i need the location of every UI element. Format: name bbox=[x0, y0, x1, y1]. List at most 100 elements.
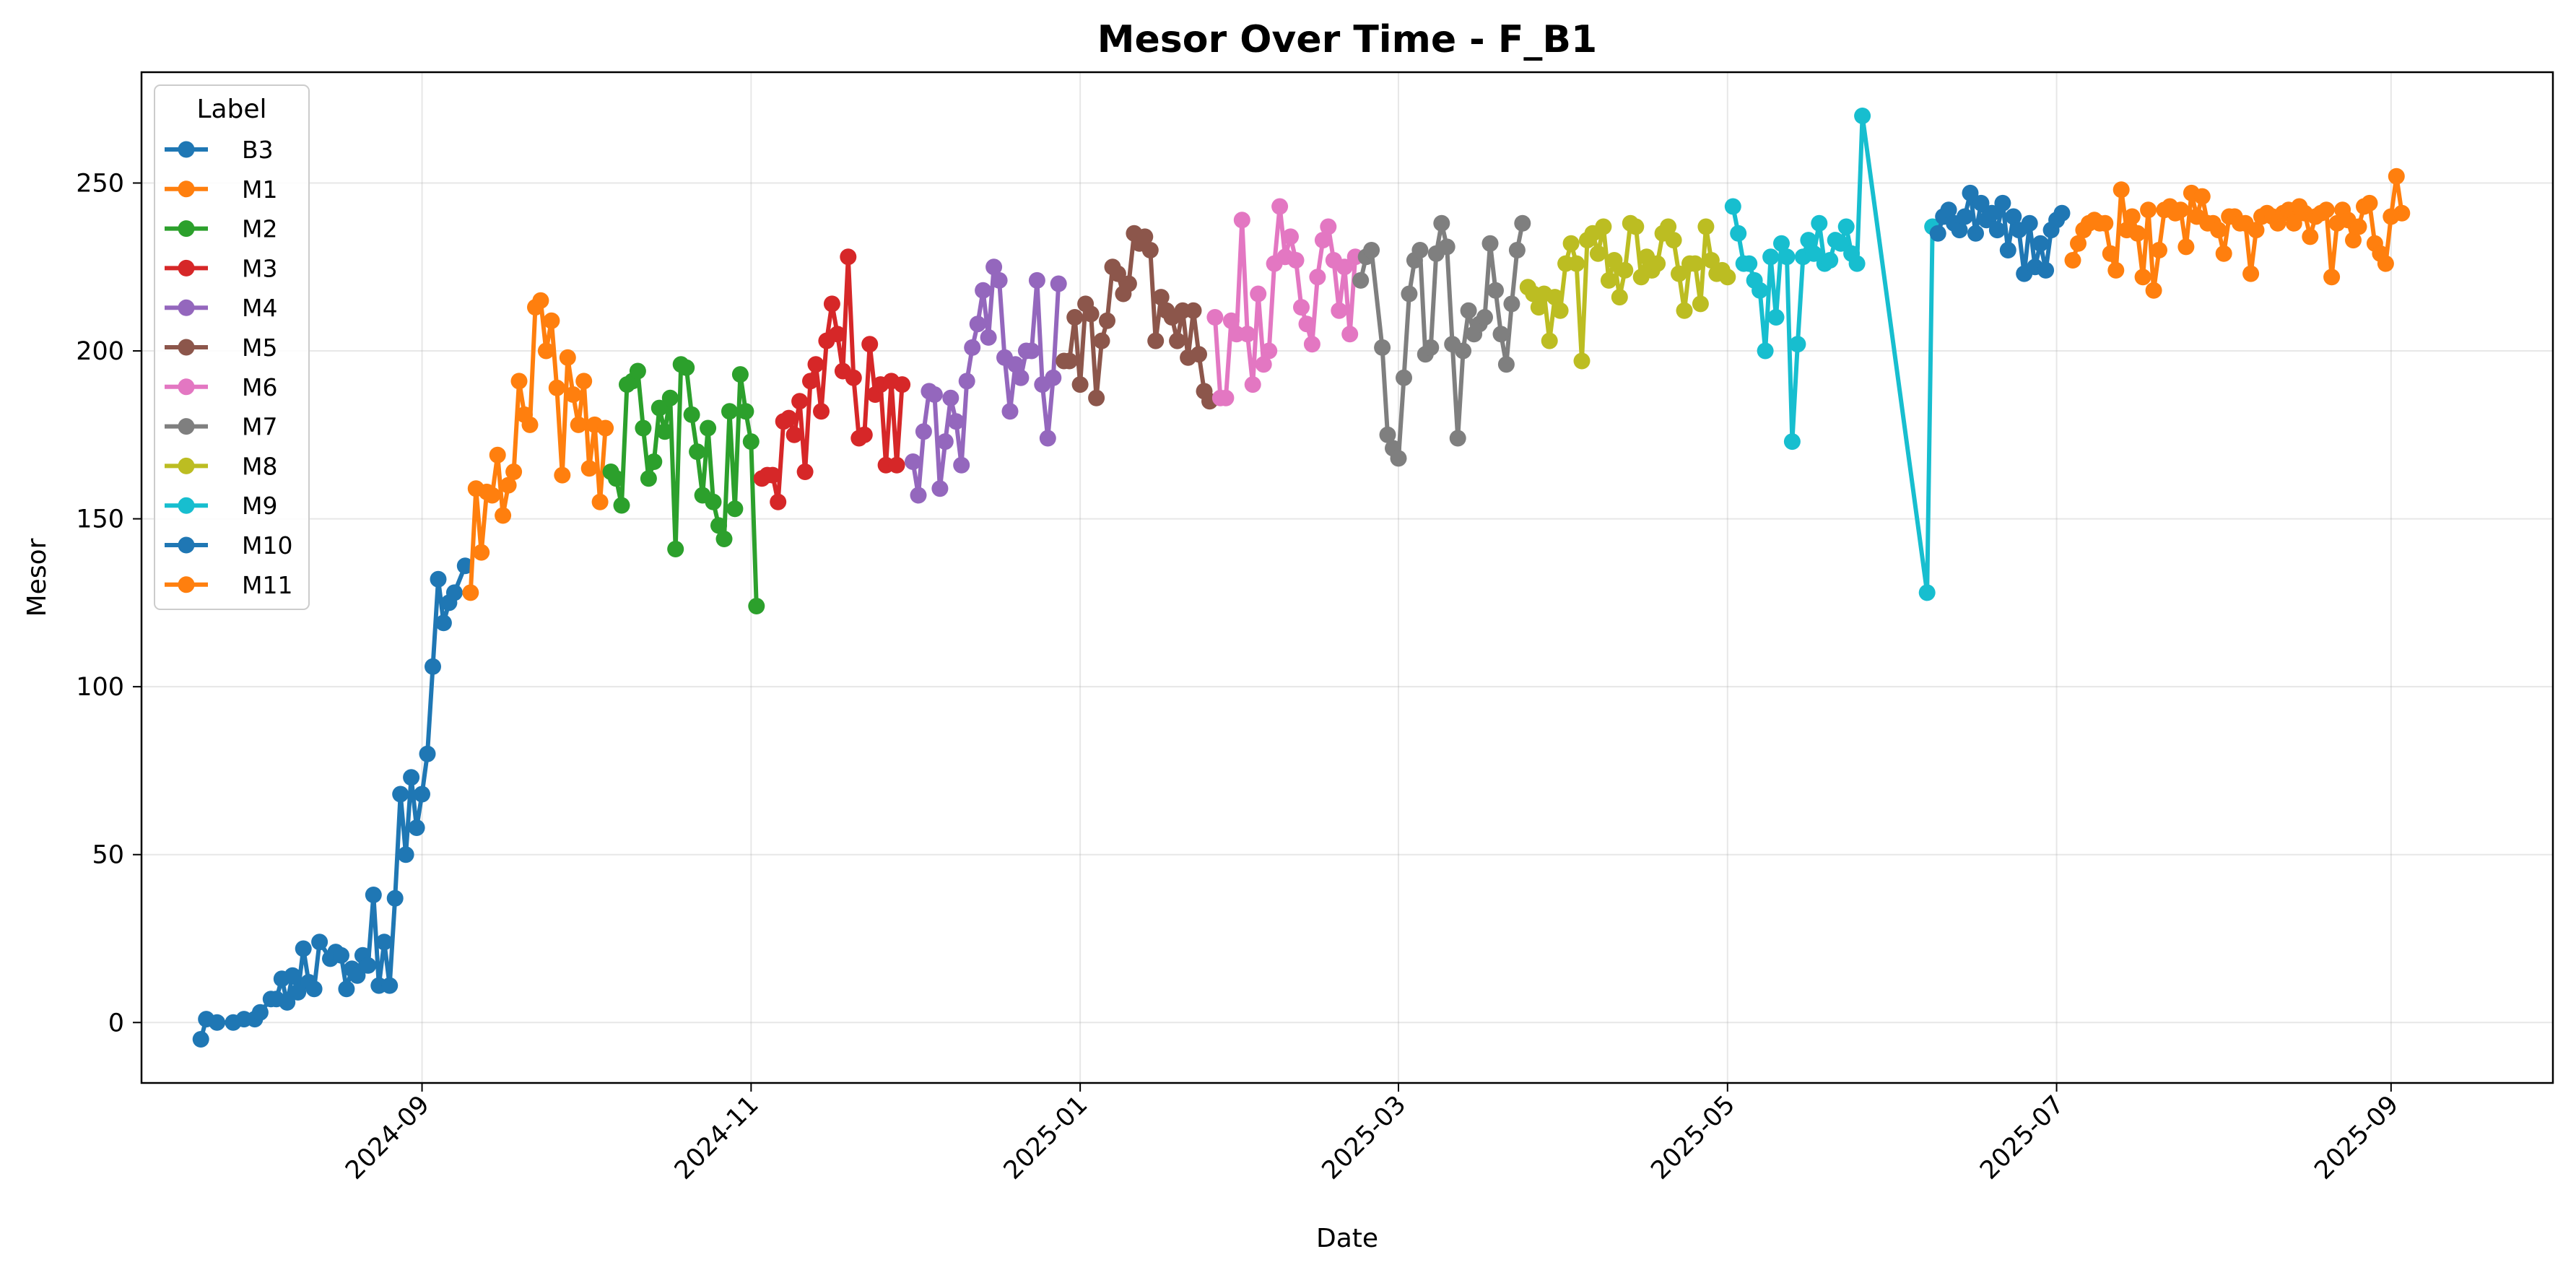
data-point bbox=[678, 359, 695, 376]
data-point bbox=[1390, 450, 1407, 467]
series-layer bbox=[192, 108, 2411, 1048]
data-point bbox=[2070, 235, 2087, 252]
data-point bbox=[1492, 326, 1510, 343]
data-point bbox=[1649, 255, 1666, 272]
data-point bbox=[1757, 342, 1774, 360]
data-point bbox=[1778, 248, 1796, 266]
data-point bbox=[473, 544, 490, 561]
data-point bbox=[386, 889, 404, 907]
legend-entry-m7: M7 bbox=[165, 413, 277, 441]
legend-label: M8 bbox=[242, 452, 277, 480]
data-point bbox=[786, 426, 803, 443]
gridlines bbox=[142, 72, 2553, 1083]
series-m11 bbox=[2064, 167, 2411, 299]
data-point bbox=[1676, 302, 1693, 319]
data-point bbox=[705, 493, 722, 510]
series-m4 bbox=[905, 258, 1067, 504]
data-point bbox=[1255, 356, 1272, 373]
data-point bbox=[726, 500, 744, 518]
data-point bbox=[2021, 214, 2038, 232]
data-point bbox=[1762, 248, 1780, 266]
data-point bbox=[365, 887, 382, 903]
data-point bbox=[2123, 208, 2141, 225]
data-point bbox=[1503, 295, 1520, 313]
legend-swatch-marker bbox=[178, 220, 195, 238]
data-point bbox=[1789, 336, 1806, 353]
data-point bbox=[894, 376, 911, 393]
data-point bbox=[958, 373, 975, 390]
data-point bbox=[1967, 225, 1984, 242]
data-point bbox=[1822, 252, 1839, 269]
data-point bbox=[1007, 356, 1024, 373]
data-point bbox=[1508, 242, 1526, 258]
data-point bbox=[1929, 225, 1946, 242]
data-point bbox=[1120, 275, 1137, 292]
data-point bbox=[845, 369, 862, 386]
data-point bbox=[1039, 430, 1056, 447]
data-point bbox=[2210, 222, 2227, 239]
data-point bbox=[419, 745, 436, 762]
y-tick-label: 50 bbox=[92, 841, 124, 870]
data-point bbox=[1244, 376, 1261, 393]
data-point bbox=[796, 464, 814, 480]
legend-swatch-marker bbox=[178, 576, 195, 593]
data-point bbox=[942, 389, 960, 406]
data-point bbox=[1233, 212, 1250, 229]
x-axis-label: Date bbox=[1316, 1224, 1378, 1253]
legend-label: M1 bbox=[242, 175, 277, 204]
data-point bbox=[1438, 238, 1455, 256]
data-point bbox=[1066, 309, 1084, 326]
data-point bbox=[1396, 369, 1412, 386]
data-point bbox=[1028, 271, 1045, 289]
data-point bbox=[1455, 342, 1472, 360]
data-point bbox=[2112, 181, 2130, 199]
data-point bbox=[1671, 265, 1687, 282]
data-point bbox=[2140, 201, 2157, 219]
legend-entry-m6: M6 bbox=[165, 373, 277, 401]
data-point bbox=[532, 292, 549, 309]
data-point bbox=[1854, 108, 1871, 124]
data-point bbox=[608, 470, 625, 487]
data-point bbox=[980, 328, 997, 346]
data-point bbox=[1611, 289, 1628, 306]
legend-entry-m9: M9 bbox=[165, 492, 277, 520]
data-point bbox=[1109, 265, 1126, 282]
data-point bbox=[570, 416, 587, 433]
data-point bbox=[936, 433, 954, 451]
data-point bbox=[1287, 252, 1305, 269]
legend-entry-m10: M10 bbox=[165, 531, 292, 560]
legend-box bbox=[154, 84, 310, 610]
data-point bbox=[375, 934, 393, 951]
data-point bbox=[403, 769, 420, 786]
data-point bbox=[1331, 302, 1348, 319]
data-point bbox=[279, 993, 296, 1011]
data-point bbox=[888, 456, 905, 474]
data-point bbox=[425, 658, 441, 675]
legend-swatch-marker bbox=[178, 378, 195, 396]
data-point bbox=[1541, 332, 1558, 349]
chart-title: Mesor Over Time - F_B1 bbox=[1097, 18, 1597, 61]
series-m7 bbox=[1352, 214, 1531, 467]
data-point bbox=[1719, 269, 1736, 286]
data-point bbox=[1185, 302, 1202, 319]
data-point bbox=[1239, 326, 1256, 343]
data-point bbox=[1401, 285, 1418, 303]
data-point bbox=[1136, 228, 1154, 245]
data-point bbox=[2107, 261, 2125, 279]
data-point bbox=[991, 271, 1008, 289]
data-point bbox=[2388, 167, 2405, 185]
data-point bbox=[381, 977, 399, 994]
data-point bbox=[2193, 188, 2211, 205]
data-point bbox=[505, 464, 523, 480]
data-point bbox=[1309, 269, 1326, 286]
data-point bbox=[548, 379, 565, 396]
data-point bbox=[947, 413, 965, 430]
data-point bbox=[1600, 271, 1617, 289]
data-point bbox=[1811, 214, 1828, 232]
data-point bbox=[667, 541, 684, 557]
y-tick-label: 150 bbox=[76, 505, 124, 534]
data-point bbox=[1303, 336, 1320, 353]
data-point bbox=[1589, 245, 1606, 262]
data-point bbox=[656, 423, 674, 440]
